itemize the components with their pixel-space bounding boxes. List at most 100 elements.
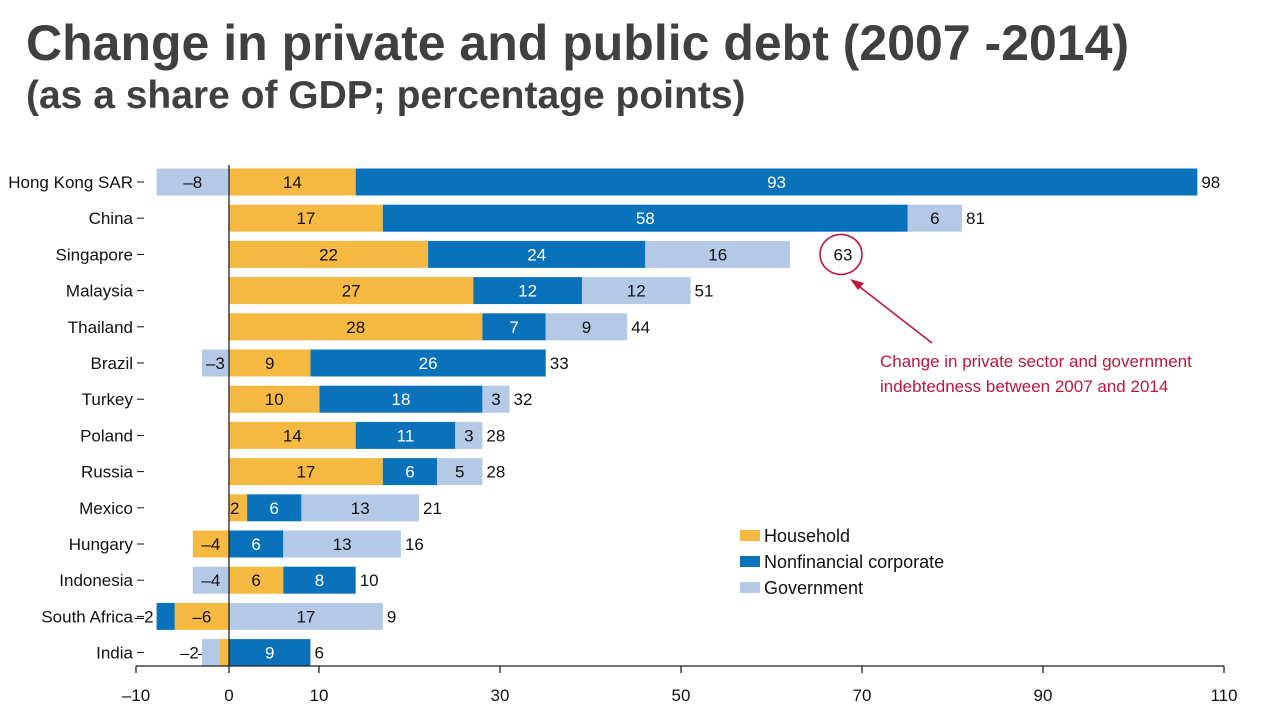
data-label-corporate: 93 xyxy=(767,173,786,192)
annotation-text-line2: indebtedness between 2007 and 2014 xyxy=(880,377,1168,396)
data-label-household: 14 xyxy=(283,426,302,445)
category-label: Thailand xyxy=(68,318,133,337)
category-label: Poland xyxy=(80,426,133,445)
annotation-arrow-head xyxy=(850,279,864,290)
bar-household xyxy=(229,313,483,341)
legend-label-government: Government xyxy=(764,578,863,598)
data-label-corporate: –2 xyxy=(135,607,154,626)
chart-title: Change in private and public debt (2007 … xyxy=(26,15,1130,71)
data-label-government: –2 xyxy=(180,644,199,663)
bar-government xyxy=(192,566,229,594)
category-label: Mexico xyxy=(79,499,133,518)
data-label-government: –8 xyxy=(183,173,202,192)
total-label: 51 xyxy=(695,282,714,301)
data-label-government: 9 xyxy=(582,318,591,337)
data-label-corporate: 6 xyxy=(251,535,260,554)
data-label-household: 17 xyxy=(296,209,315,228)
bar-corporate xyxy=(355,168,1198,196)
bar-government xyxy=(581,277,691,305)
total-label: 9 xyxy=(387,607,396,626)
title-block: Change in private and public debt (2007 … xyxy=(26,18,1129,115)
legend-label-corporate: Nonfinancial corporate xyxy=(764,552,944,572)
data-label-household: –6 xyxy=(192,607,211,626)
data-label-household: 28 xyxy=(346,318,365,337)
legend-swatch-corporate xyxy=(740,556,760,567)
category-label: Indonesia xyxy=(59,571,133,590)
bar-government xyxy=(645,240,791,268)
x-tick-label: 90 xyxy=(1034,686,1053,705)
data-label-government: 17 xyxy=(296,607,315,626)
highlight-circle xyxy=(819,233,863,276)
category-label: Hong Kong SAR xyxy=(8,173,133,192)
bar-corporate xyxy=(247,494,302,522)
bar-government xyxy=(545,313,628,341)
data-label-household: –4 xyxy=(201,535,220,554)
data-label-corporate: 58 xyxy=(636,209,655,228)
data-label-corporate: 7 xyxy=(509,318,518,337)
bar-government xyxy=(201,349,229,377)
total-label: 10 xyxy=(360,571,379,590)
bar-household xyxy=(229,385,320,413)
data-label-government: 13 xyxy=(333,535,352,554)
bar-corporate xyxy=(229,639,311,667)
data-label-household: 2 xyxy=(230,499,239,518)
data-label-government: 13 xyxy=(351,499,370,518)
bar-corporate xyxy=(156,602,175,630)
data-label-corporate: 8 xyxy=(315,571,324,590)
legend-label-household: Household xyxy=(764,526,850,546)
category-label: Hungary xyxy=(69,535,134,554)
bar-household xyxy=(229,494,248,522)
bar-household xyxy=(229,204,383,232)
data-label-corporate: 9 xyxy=(265,644,274,663)
category-label: China xyxy=(89,209,134,228)
data-label-corporate: 11 xyxy=(397,426,415,445)
bar-government xyxy=(156,168,229,196)
bar-government xyxy=(437,458,483,486)
bar-corporate xyxy=(428,240,646,268)
total-label: 28 xyxy=(486,463,505,482)
x-tick-label: 0 xyxy=(224,686,233,705)
bar-corporate xyxy=(473,277,582,305)
data-label-corporate: 26 xyxy=(419,354,438,373)
x-tick-label: 30 xyxy=(491,686,510,705)
total-label: 81 xyxy=(966,209,985,228)
data-label-corporate: 12 xyxy=(518,282,537,301)
category-label: India xyxy=(96,644,133,663)
bar-corporate xyxy=(283,566,356,594)
annotation-text-line1: Change in private sector and government xyxy=(880,352,1192,371)
bar-household xyxy=(229,421,356,449)
bar-household xyxy=(229,349,311,377)
bar-government xyxy=(283,530,401,558)
bar-corporate xyxy=(229,530,284,558)
x-tick-label: 50 xyxy=(672,686,691,705)
x-tick-label: 70 xyxy=(853,686,872,705)
total-label: 16 xyxy=(405,535,424,554)
bar-government xyxy=(229,602,383,630)
category-label: Malaysia xyxy=(66,282,134,301)
bar-household xyxy=(229,277,474,305)
bar-household xyxy=(192,530,229,558)
data-label-government: 5 xyxy=(455,463,464,482)
data-label-household: 22 xyxy=(319,245,338,264)
category-label: South Africa xyxy=(41,607,133,626)
total-label: 63 xyxy=(834,245,853,264)
data-label-household: 14 xyxy=(283,173,302,192)
x-tick-label: –10 xyxy=(122,686,150,705)
category-label: Russia xyxy=(81,463,134,482)
bar-corporate xyxy=(382,204,908,232)
bar-government xyxy=(301,494,420,522)
chart-subtitle: (as a share of GDP; percentage points) xyxy=(26,74,746,117)
data-label-household: 9 xyxy=(265,354,274,373)
bar-household xyxy=(229,566,284,594)
legend-swatch-government xyxy=(740,582,760,593)
x-tick-label: 10 xyxy=(310,686,329,705)
total-label: 44 xyxy=(631,318,650,337)
total-label: 98 xyxy=(1201,173,1220,192)
total-label: 6 xyxy=(314,644,323,663)
x-tick-label: 110 xyxy=(1210,686,1237,705)
category-label: Turkey xyxy=(82,390,134,409)
total-label: 21 xyxy=(423,499,442,518)
data-label-government: –3 xyxy=(206,354,225,373)
bar-corporate xyxy=(310,349,546,377)
data-label-household: 10 xyxy=(265,390,284,409)
